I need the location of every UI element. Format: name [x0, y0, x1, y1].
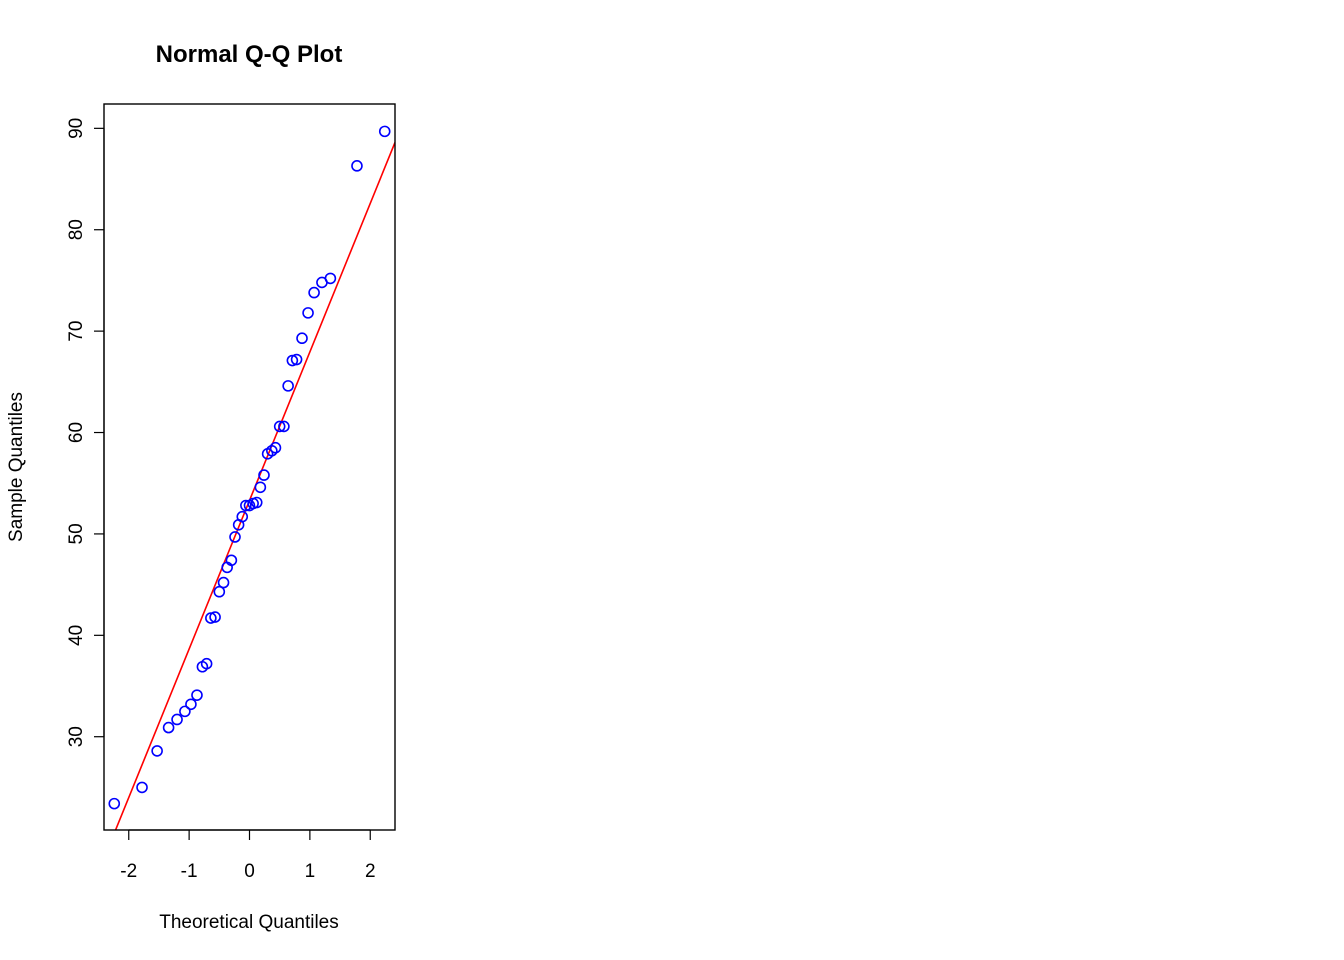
data-point: [229, 531, 241, 543]
y-tick-label: 60: [66, 422, 87, 443]
data-point: [108, 797, 121, 810]
data-point: [179, 705, 191, 718]
y-tick-label: 30: [66, 726, 87, 747]
data-point: [209, 611, 221, 623]
data-point: [266, 444, 278, 457]
x-tick-label: 0: [244, 861, 255, 882]
plot-area: [108, 125, 395, 830]
data-point: [351, 160, 363, 172]
data-point: [171, 713, 183, 726]
y-axis: 30 40 50 60 70 80 90: [66, 118, 105, 747]
data-point: [191, 689, 203, 701]
data-point: [200, 657, 213, 670]
x-tick-label: 2: [365, 861, 376, 882]
data-point: [217, 576, 230, 589]
data-point: [162, 721, 175, 734]
y-tick-label: 70: [66, 321, 87, 342]
data-point: [254, 481, 267, 494]
data-point: [296, 332, 308, 345]
y-tick-label: 80: [66, 219, 87, 240]
data-point: [213, 585, 226, 598]
y-tick-label: 90: [66, 118, 87, 139]
data-point: [378, 125, 391, 138]
data-point: [185, 698, 197, 711]
data-point: [205, 612, 217, 624]
data-point: [258, 469, 270, 481]
data-point: [151, 745, 163, 757]
x-tick-label: -2: [120, 861, 137, 882]
data-point: [136, 781, 148, 794]
data-point: [282, 380, 294, 392]
plot-frame: [103, 103, 396, 831]
y-tick-label: 50: [66, 523, 87, 544]
data-point: [236, 510, 249, 523]
data-point: [302, 307, 314, 319]
data-point: [250, 496, 263, 509]
data-point: [273, 420, 286, 433]
x-axis-label: Theoretical Quantiles: [159, 912, 339, 933]
chart-title: Normal Q-Q Plot: [156, 41, 343, 68]
data-point: [269, 441, 282, 454]
data-point: [240, 499, 252, 512]
y-tick-label: 40: [66, 625, 87, 646]
x-axis: -2 -1 0 1 2: [120, 829, 376, 882]
data-point: [225, 554, 238, 567]
y-axis-label: Sample Quantiles: [6, 392, 27, 542]
x-tick-label: 1: [305, 861, 316, 882]
data-point: [324, 272, 337, 285]
x-tick-label: -1: [181, 861, 198, 882]
data-point: [278, 420, 290, 433]
data-point: [290, 353, 303, 366]
data-point: [286, 354, 299, 367]
data-point: [308, 286, 320, 299]
